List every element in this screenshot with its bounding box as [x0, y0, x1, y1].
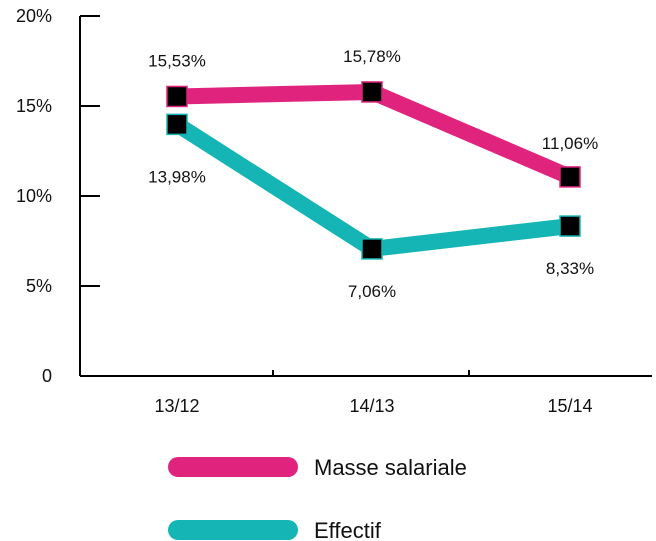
data-label: 15,78%	[343, 47, 401, 66]
y-tick-label: 15%	[16, 96, 52, 116]
series-lines	[172, 83, 574, 257]
x-tick-label: 15/14	[547, 396, 592, 416]
x-tick-label: 14/13	[349, 396, 394, 416]
legend-item: Effectif	[168, 518, 382, 541]
y-tick-label: 20%	[16, 6, 52, 26]
legend-swatch	[168, 457, 298, 477]
data-label: 13,98%	[148, 167, 206, 186]
data-point-marker	[361, 238, 383, 260]
y-tick-label: 5%	[26, 276, 52, 296]
y-tick-label: 0	[42, 366, 52, 386]
legend-label: Effectif	[314, 518, 382, 541]
data-point-marker	[559, 215, 581, 237]
data-labels: 15,53% 15,78% 11,06% 13,98% 7,06% 8,33%	[148, 47, 598, 301]
data-point-marker	[166, 113, 188, 136]
data-point-marker	[166, 85, 188, 108]
data-label: 8,33%	[546, 259, 594, 278]
series-markers	[166, 81, 581, 260]
legend-label: Masse salariale	[314, 455, 467, 480]
data-label: 11,06%	[542, 134, 598, 153]
data-label: 15,53%	[148, 51, 206, 70]
data-point-marker	[361, 81, 383, 103]
legend-item: Masse salariale	[168, 455, 467, 480]
axes: 0 5% 10% 15% 20% 13/12 14/13 15/14	[16, 6, 652, 416]
x-tick-label: 13/12	[154, 396, 199, 416]
y-tick-label: 10%	[16, 186, 52, 206]
legend: Masse salariale Effectif	[168, 455, 467, 541]
legend-swatch	[168, 520, 298, 540]
data-point-marker	[559, 166, 581, 188]
data-label: 7,06%	[348, 282, 396, 301]
